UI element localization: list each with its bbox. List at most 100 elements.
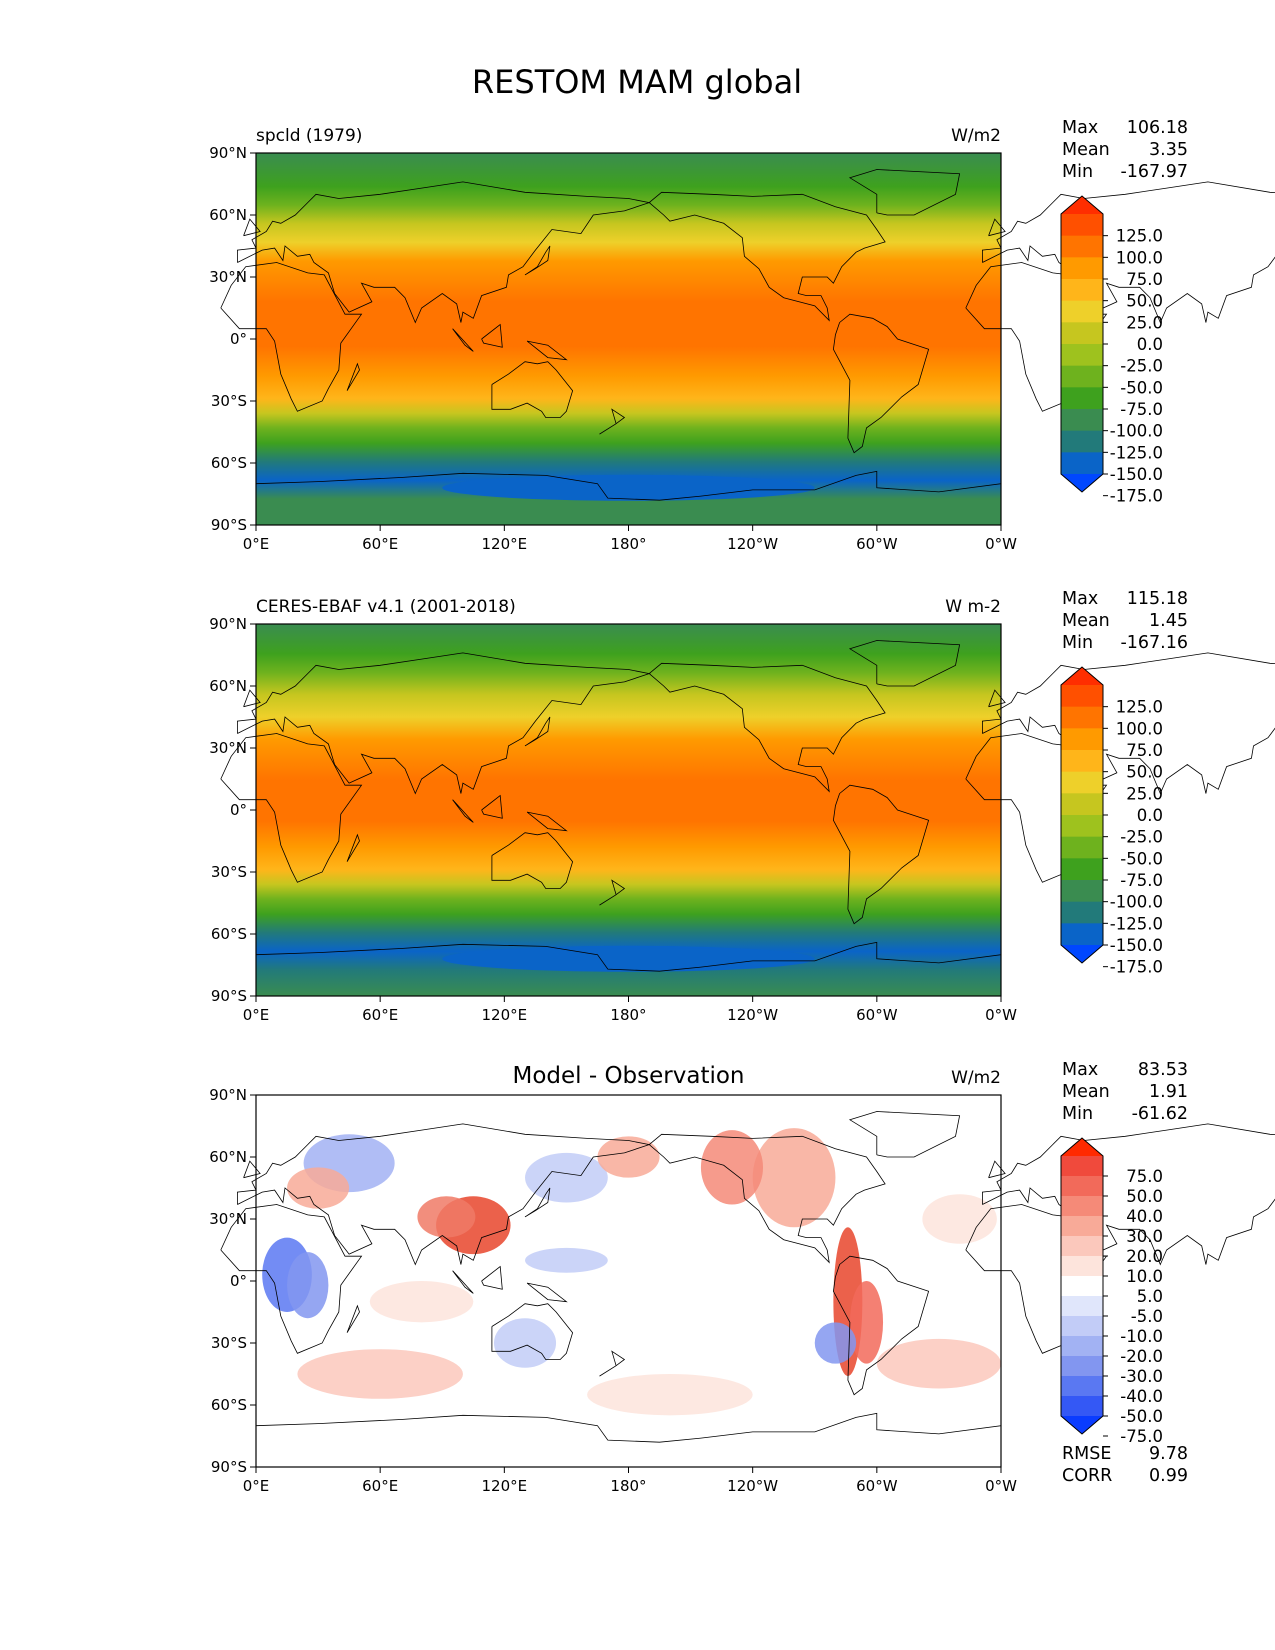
colorbar-tick-label: 25.0 xyxy=(1126,313,1163,332)
colorbar-segment xyxy=(1061,1376,1103,1397)
antarctic-low xyxy=(442,945,815,972)
colorbar-tick-label: 10.0 xyxy=(1126,1267,1163,1286)
colorbar-segment xyxy=(1061,300,1103,323)
lat-tick-label: 0° xyxy=(230,330,247,348)
colorbar-tick-label: -100.0 xyxy=(1110,422,1163,441)
footer-stat-label: RMSE xyxy=(1062,1444,1111,1464)
colorbar-tick-label: -100.0 xyxy=(1110,893,1163,912)
colorbar-segment xyxy=(1061,1276,1103,1297)
coastline xyxy=(648,1133,886,1264)
coastline xyxy=(599,408,626,435)
colorbar-tick-label: 25.0 xyxy=(1126,784,1163,803)
lon-tick-label: 0°W xyxy=(985,1477,1017,1495)
coastline xyxy=(848,169,961,216)
colorbar-segment xyxy=(1061,365,1103,388)
coastline xyxy=(524,245,551,276)
diff-patch xyxy=(287,1167,350,1209)
coastline xyxy=(832,313,930,454)
panel-left-label: spcld (1979) xyxy=(256,126,362,146)
colorbar-segment xyxy=(1061,771,1103,794)
coastline xyxy=(648,191,886,322)
colorbar-tick-label: -150.0 xyxy=(1110,465,1163,484)
colorbar-tick-label: 30.0 xyxy=(1126,1227,1163,1246)
coastline xyxy=(220,733,363,883)
lon-tick-label: 180° xyxy=(610,1477,646,1495)
colorbar-extend-max xyxy=(1061,1138,1103,1156)
lon-tick-label: 0°W xyxy=(985,1006,1017,1024)
colorbar-extend-max xyxy=(1061,196,1103,214)
stat-value: 1.91 xyxy=(1149,1082,1188,1102)
lon-tick-label: 0°W xyxy=(985,535,1017,553)
diff-patch xyxy=(417,1196,476,1238)
diff-patch xyxy=(525,1247,608,1273)
lat-tick-label: 30°S xyxy=(211,392,247,410)
lon-tick-label: 120°E xyxy=(482,535,528,553)
coastline xyxy=(452,1270,474,1294)
diff-patch xyxy=(597,1136,660,1178)
colorbar-tick-label: 100.0 xyxy=(1116,719,1163,738)
coastline xyxy=(599,879,626,906)
colorbar-segment xyxy=(1061,322,1103,345)
colorbar-extend-max xyxy=(1061,667,1103,685)
colorbar-tick-label: -50.0 xyxy=(1120,849,1163,868)
lon-tick-label: 0°E xyxy=(243,1477,270,1495)
colorbar-extend-min xyxy=(1061,1416,1103,1434)
figure-title: RESTOM MAM global xyxy=(472,63,802,101)
lat-tick-label: 90°S xyxy=(211,516,247,534)
colorbar-tick-label: 75.0 xyxy=(1126,1167,1163,1186)
diff-patch xyxy=(525,1152,608,1203)
footer-stat-value: 9.78 xyxy=(1149,1444,1188,1464)
colorbar-tick-label: -150.0 xyxy=(1110,936,1163,955)
colorbar: 125.0 100.0 75.0 50.0 25.0 0.0 -25.0 -50.0 -75.0… xyxy=(1060,666,1163,977)
colorbar-segment xyxy=(1061,430,1103,453)
coastline xyxy=(491,361,574,418)
lon-tick-label: 60°W xyxy=(856,1477,898,1495)
stat-value: 115.18 xyxy=(1127,589,1188,609)
colorbar-segment xyxy=(1061,409,1103,432)
map-panel-3: 90°N 60°N 30°N 0° 30°S 60°S 90°S0°E 60°E 120°E 18… xyxy=(209,1060,1275,1495)
coastline xyxy=(243,218,261,237)
colorbar-segment xyxy=(1061,344,1103,367)
colorbar-tick-label: 125.0 xyxy=(1116,698,1163,717)
lon-tick-label: 0°E xyxy=(243,535,270,553)
stat-label: Min xyxy=(1062,162,1093,182)
lon-tick-label: 120°E xyxy=(482,1477,528,1495)
antarctic-low xyxy=(442,474,815,501)
stat-label: Max xyxy=(1062,589,1098,609)
coastline xyxy=(526,811,568,832)
stat-label: Mean xyxy=(1062,611,1110,631)
colorbar-tick-label: 0.0 xyxy=(1137,335,1163,354)
colorbar-segment xyxy=(1061,1176,1103,1197)
colorbar-segment xyxy=(1061,685,1103,708)
colorbar-tick-label: -50.0 xyxy=(1120,1407,1163,1426)
stat-value: -167.97 xyxy=(1120,162,1188,182)
stat-label: Max xyxy=(1062,118,1098,138)
colorbar-segment xyxy=(1061,901,1103,924)
coastline xyxy=(988,218,1006,237)
lat-tick-label: 30°N xyxy=(209,268,247,286)
coastline xyxy=(491,832,574,889)
colorbar-segment xyxy=(1061,1236,1103,1257)
stat-value: 1.45 xyxy=(1149,611,1188,631)
map-panel-1: 90°N 60°N 30°N 0° 30°S 60°S 90°S0°E 60°E 120°E 18… xyxy=(209,118,1275,553)
diff-patch xyxy=(297,1349,463,1399)
lon-tick-label: 60°W xyxy=(856,1006,898,1024)
colorbar-tick-label: 125.0 xyxy=(1116,227,1163,246)
lat-tick-label: 90°S xyxy=(211,1458,247,1476)
colorbar-tick-label: -75.0 xyxy=(1120,1427,1163,1446)
panel-units: W/m2 xyxy=(951,126,1001,146)
colorbar-segment xyxy=(1061,235,1103,258)
lon-tick-label: 120°W xyxy=(727,1477,778,1495)
colorbar-segment xyxy=(1061,257,1103,280)
lat-tick-label: 0° xyxy=(230,801,247,819)
colorbar-tick-label: 20.0 xyxy=(1126,1247,1163,1266)
colorbar-segment xyxy=(1061,836,1103,859)
colorbar-tick-label: 0.0 xyxy=(1137,806,1163,825)
colorbar-segment xyxy=(1061,1316,1103,1337)
field-bands xyxy=(256,153,1001,525)
diff-patch xyxy=(287,1252,329,1319)
lon-tick-label: 60°E xyxy=(362,1477,398,1495)
coastline xyxy=(832,1255,930,1396)
colorbar-segment xyxy=(1061,858,1103,881)
coastline xyxy=(346,362,360,391)
